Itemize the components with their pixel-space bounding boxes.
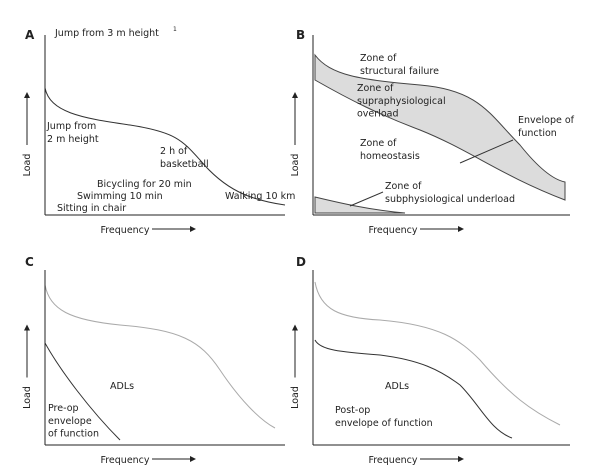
annotation: Jump from 3 m height bbox=[54, 28, 159, 39]
y-axis-label: Load bbox=[22, 386, 33, 409]
band bbox=[314, 196, 406, 214]
annotation: Walking 10 km bbox=[225, 191, 295, 202]
curve bbox=[44, 87, 286, 206]
superscript: 1 bbox=[173, 26, 177, 33]
annotation: structural failure bbox=[360, 66, 439, 77]
annotation: Pre-op bbox=[48, 403, 79, 414]
annotation: Swimming 10 min bbox=[77, 191, 163, 202]
annotation: function bbox=[518, 128, 557, 139]
annotation: Envelope of bbox=[518, 115, 575, 126]
annotation: Bicycling for 20 min bbox=[97, 179, 192, 190]
annotation: subphysiological underload bbox=[385, 194, 515, 205]
annotation: homeostasis bbox=[360, 151, 420, 162]
panel-letter: A bbox=[25, 28, 35, 42]
x-axis-label: Frequency bbox=[368, 225, 417, 236]
annotation: 2 h of bbox=[160, 146, 188, 157]
y-axis-label: Load bbox=[290, 386, 301, 409]
band bbox=[314, 53, 566, 201]
annotation: overload bbox=[357, 109, 399, 120]
panel-letter: B bbox=[296, 28, 305, 42]
curve bbox=[44, 284, 276, 429]
panel-letter: D bbox=[296, 255, 306, 269]
curve bbox=[314, 281, 561, 426]
annotation: envelope of function bbox=[335, 418, 433, 429]
y-axis-label: Load bbox=[22, 154, 33, 177]
annotation: Zone of bbox=[360, 53, 397, 64]
x-axis-label: Frequency bbox=[368, 455, 417, 466]
leader bbox=[349, 191, 384, 207]
annotation: Jump from bbox=[46, 121, 96, 132]
annotation: Zone of bbox=[360, 138, 397, 149]
annotation: Post-op bbox=[335, 405, 370, 416]
y-axis-label: Load bbox=[290, 154, 301, 177]
annotation: of function bbox=[48, 429, 99, 440]
leader bbox=[459, 139, 514, 164]
x-axis-label: Frequency bbox=[100, 225, 149, 236]
annotation: Sitting in chair bbox=[57, 203, 126, 214]
annotation: envelope bbox=[48, 416, 92, 427]
annotation: Zone of bbox=[357, 83, 394, 94]
curve bbox=[44, 342, 121, 441]
annotation: Zone of bbox=[385, 181, 422, 192]
annotation: basketball bbox=[160, 159, 209, 170]
panel-letter: C bbox=[25, 255, 34, 269]
curve bbox=[314, 339, 513, 439]
annotation: ADLs bbox=[385, 381, 409, 392]
annotation: 2 m height bbox=[47, 134, 99, 145]
annotation: ADLs bbox=[110, 381, 134, 392]
annotation: supraphysiological bbox=[357, 96, 446, 107]
x-axis-label: Frequency bbox=[100, 455, 149, 466]
